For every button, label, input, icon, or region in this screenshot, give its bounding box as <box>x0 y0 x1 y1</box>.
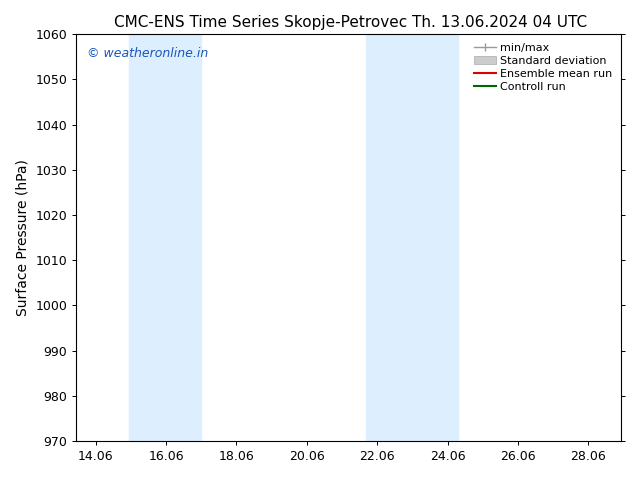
Text: © weatheronline.in: © weatheronline.in <box>87 47 208 59</box>
Legend: min/max, Standard deviation, Ensemble mean run, Controll run: min/max, Standard deviation, Ensemble me… <box>470 40 616 95</box>
Text: CMC-ENS Time Series Skopje-Petrovec: CMC-ENS Time Series Skopje-Petrovec <box>114 15 408 30</box>
Text: Th. 13.06.2024 04 UTC: Th. 13.06.2024 04 UTC <box>412 15 587 30</box>
Bar <box>366 34 458 441</box>
Bar <box>129 34 202 441</box>
Y-axis label: Surface Pressure (hPa): Surface Pressure (hPa) <box>16 159 30 316</box>
